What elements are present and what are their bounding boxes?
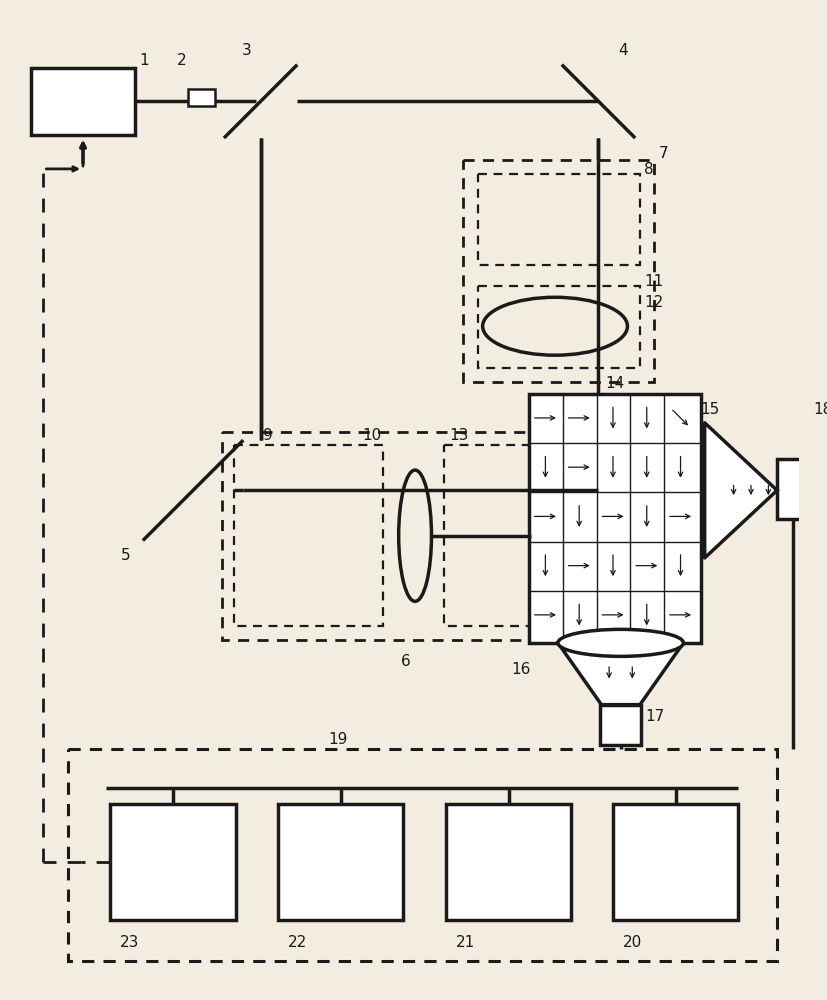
Text: 5: 5	[121, 548, 130, 563]
Bar	[477, 286, 639, 368]
Text: 21: 21	[455, 935, 475, 950]
Text: 11: 11	[643, 274, 662, 289]
Text: 22: 22	[287, 935, 307, 950]
Bar	[463, 160, 653, 382]
Text: 10: 10	[361, 428, 380, 443]
Bar	[446, 804, 571, 920]
Text: 8: 8	[643, 162, 653, 177]
Ellipse shape	[557, 629, 682, 656]
Text: 2: 2	[176, 53, 186, 68]
Text: 20: 20	[622, 935, 641, 950]
Text: 1: 1	[139, 53, 149, 68]
Text: 17: 17	[644, 709, 663, 724]
Text: 14: 14	[605, 376, 624, 391]
Bar	[776, 459, 810, 519]
Bar	[188, 89, 215, 106]
Bar	[31, 68, 135, 135]
Text: 4: 4	[617, 43, 627, 58]
Text: 16: 16	[511, 662, 530, 677]
Bar	[528, 394, 700, 643]
Text: 18: 18	[813, 402, 827, 417]
Polygon shape	[557, 643, 682, 705]
Text: 13: 13	[448, 428, 468, 443]
Bar	[233, 445, 383, 626]
Text: 19: 19	[327, 732, 347, 747]
Bar	[443, 445, 530, 626]
Text: 15: 15	[699, 402, 718, 417]
Bar	[612, 804, 738, 920]
Text: 6: 6	[400, 654, 410, 669]
Bar	[68, 749, 776, 961]
Text: 23: 23	[120, 935, 139, 950]
Text: 12: 12	[643, 295, 662, 310]
Bar	[278, 804, 403, 920]
Bar	[600, 705, 640, 745]
Bar	[110, 804, 235, 920]
Bar	[477, 174, 639, 265]
Text: 7: 7	[657, 146, 667, 161]
Text: 9: 9	[262, 428, 272, 443]
Text: 3: 3	[241, 43, 251, 58]
Polygon shape	[704, 423, 776, 558]
Bar	[222, 432, 598, 640]
